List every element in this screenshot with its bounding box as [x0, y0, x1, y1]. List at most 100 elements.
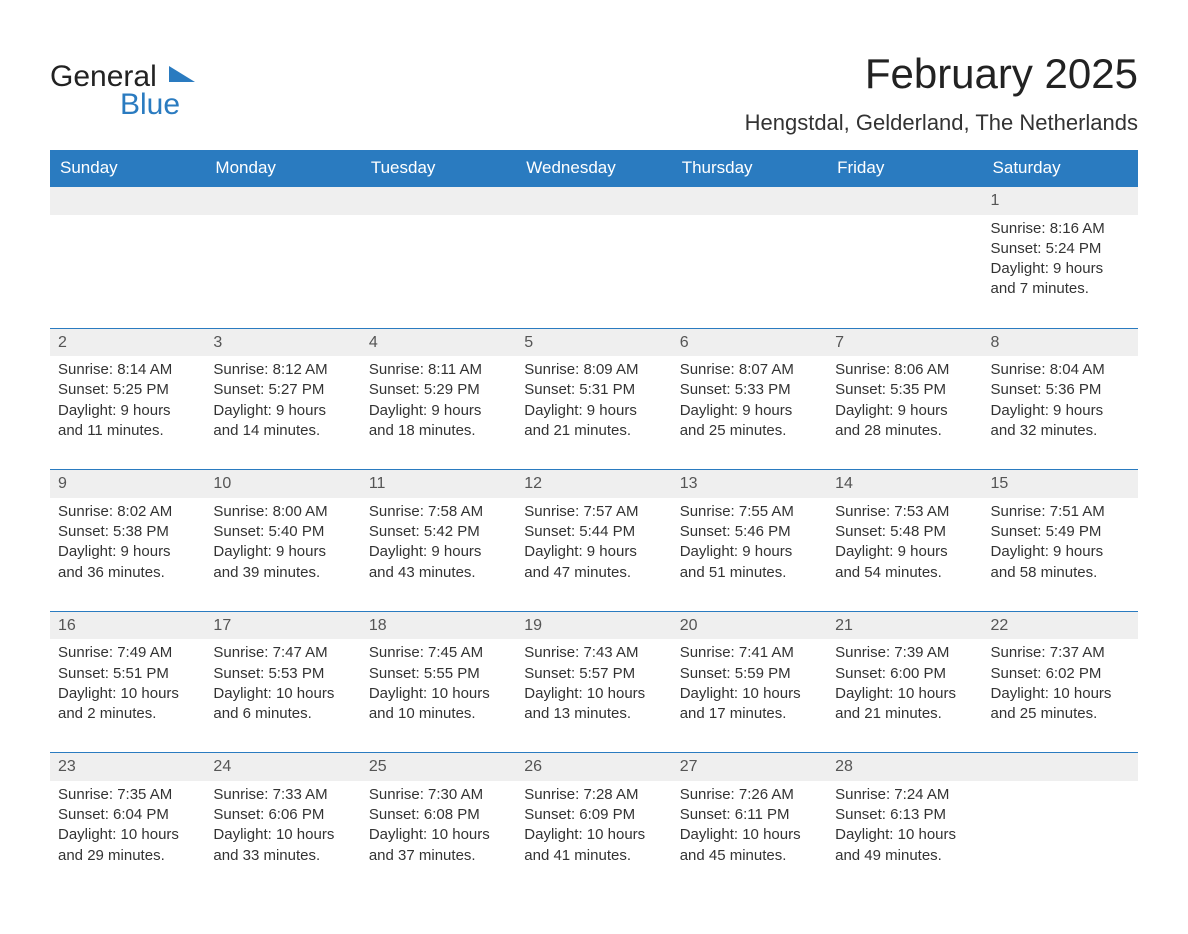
day-number: 14: [827, 469, 982, 498]
day-header: Thursday: [672, 150, 827, 186]
week-daynum-row: 16171819202122: [50, 611, 1138, 640]
day-content: Sunrise: 7:41 AMSunset: 5:59 PMDaylight:…: [680, 639, 819, 724]
daylight-line: Daylight: 9 hours and 43 minutes.: [369, 542, 508, 583]
day-cell: Sunrise: 7:41 AMSunset: 5:59 PMDaylight:…: [672, 639, 827, 752]
sunset-line: Sunset: 5:29 PM: [369, 380, 508, 400]
day-number-cell: [361, 186, 516, 215]
sunrise-line: Sunrise: 8:07 AM: [680, 360, 819, 380]
day-number-cell: 24: [205, 752, 360, 781]
day-cell: Sunrise: 7:35 AMSunset: 6:04 PMDaylight:…: [50, 781, 205, 894]
calendar-page: General Blue February 2025 Hengstdal, Ge…: [0, 0, 1188, 934]
day-number-cell: 21: [827, 611, 982, 640]
day-number-cell: 2: [50, 328, 205, 357]
sunset-line: Sunset: 6:04 PM: [58, 805, 197, 825]
sunrise-line: Sunrise: 7:35 AM: [58, 785, 197, 805]
sunrise-line: Sunrise: 7:49 AM: [58, 643, 197, 663]
day-cell: Sunrise: 8:07 AMSunset: 5:33 PMDaylight:…: [672, 356, 827, 469]
sunrise-line: Sunrise: 7:24 AM: [835, 785, 974, 805]
sunset-line: Sunset: 6:02 PM: [991, 664, 1130, 684]
sunrise-line: Sunrise: 7:41 AM: [680, 643, 819, 663]
sunrise-line: Sunrise: 8:12 AM: [213, 360, 352, 380]
day-number: 21: [827, 611, 982, 640]
day-number-cell: 19: [516, 611, 671, 640]
day-cell: [516, 215, 671, 328]
day-content: Sunrise: 7:33 AMSunset: 6:06 PMDaylight:…: [213, 781, 352, 866]
day-cell: Sunrise: 8:12 AMSunset: 5:27 PMDaylight:…: [205, 356, 360, 469]
daylight-line: Daylight: 9 hours and 18 minutes.: [369, 401, 508, 442]
sunset-line: Sunset: 6:13 PM: [835, 805, 974, 825]
daylight-line: Daylight: 9 hours and 54 minutes.: [835, 542, 974, 583]
day-number-cell: [50, 186, 205, 215]
day-content: Sunrise: 7:26 AMSunset: 6:11 PMDaylight:…: [680, 781, 819, 866]
daylight-line: Daylight: 10 hours and 6 minutes.: [213, 684, 352, 725]
daylight-line: Daylight: 10 hours and 2 minutes.: [58, 684, 197, 725]
sunset-line: Sunset: 5:36 PM: [991, 380, 1130, 400]
day-number-cell: [983, 752, 1138, 781]
sunset-line: Sunset: 6:11 PM: [680, 805, 819, 825]
day-number-cell: [516, 186, 671, 215]
day-number-cell: 15: [983, 469, 1138, 498]
sunrise-line: Sunrise: 8:09 AM: [524, 360, 663, 380]
day-cell: Sunrise: 7:47 AMSunset: 5:53 PMDaylight:…: [205, 639, 360, 752]
day-number-cell: 16: [50, 611, 205, 640]
sunrise-line: Sunrise: 7:51 AM: [991, 502, 1130, 522]
day-cell: Sunrise: 7:57 AMSunset: 5:44 PMDaylight:…: [516, 498, 671, 611]
daylight-line: Daylight: 9 hours and 14 minutes.: [213, 401, 352, 442]
sunset-line: Sunset: 5:59 PM: [680, 664, 819, 684]
day-cell: Sunrise: 7:28 AMSunset: 6:09 PMDaylight:…: [516, 781, 671, 894]
calendar-body: 1Sunrise: 8:16 AMSunset: 5:24 PMDaylight…: [50, 186, 1138, 894]
day-header-row: SundayMondayTuesdayWednesdayThursdayFrid…: [50, 150, 1138, 186]
day-cell: [983, 781, 1138, 894]
day-number: 7: [827, 328, 982, 357]
day-number: 2: [50, 328, 205, 357]
day-number-cell: 8: [983, 328, 1138, 357]
day-cell: Sunrise: 8:02 AMSunset: 5:38 PMDaylight:…: [50, 498, 205, 611]
day-number: [50, 186, 205, 215]
sunrise-line: Sunrise: 8:16 AM: [991, 219, 1130, 239]
daylight-line: Daylight: 10 hours and 29 minutes.: [58, 825, 197, 866]
day-number: 18: [361, 611, 516, 640]
calendar-head: SundayMondayTuesdayWednesdayThursdayFrid…: [50, 150, 1138, 186]
day-number-cell: [672, 186, 827, 215]
sunrise-line: Sunrise: 8:02 AM: [58, 502, 197, 522]
day-number: 8: [983, 328, 1138, 357]
day-number: [983, 752, 1138, 781]
week-content-row: Sunrise: 8:16 AMSunset: 5:24 PMDaylight:…: [50, 215, 1138, 328]
day-number: 10: [205, 469, 360, 498]
day-number-cell: 11: [361, 469, 516, 498]
sunrise-line: Sunrise: 7:39 AM: [835, 643, 974, 663]
day-number-cell: 22: [983, 611, 1138, 640]
day-cell: [205, 215, 360, 328]
day-content: Sunrise: 7:35 AMSunset: 6:04 PMDaylight:…: [58, 781, 197, 866]
day-cell: Sunrise: 7:26 AMSunset: 6:11 PMDaylight:…: [672, 781, 827, 894]
day-number: 22: [983, 611, 1138, 640]
day-cell: [672, 215, 827, 328]
daylight-line: Daylight: 9 hours and 25 minutes.: [680, 401, 819, 442]
page-header: General Blue February 2025 Hengstdal, Ge…: [50, 50, 1138, 136]
day-number: 4: [361, 328, 516, 357]
day-content: Sunrise: 7:47 AMSunset: 5:53 PMDaylight:…: [213, 639, 352, 724]
day-content: Sunrise: 7:55 AMSunset: 5:46 PMDaylight:…: [680, 498, 819, 583]
day-content: Sunrise: 8:09 AMSunset: 5:31 PMDaylight:…: [524, 356, 663, 441]
sunrise-line: Sunrise: 7:26 AM: [680, 785, 819, 805]
sunset-line: Sunset: 5:25 PM: [58, 380, 197, 400]
week-daynum-row: 2345678: [50, 328, 1138, 357]
sunset-line: Sunset: 6:06 PM: [213, 805, 352, 825]
day-cell: Sunrise: 8:04 AMSunset: 5:36 PMDaylight:…: [983, 356, 1138, 469]
sunset-line: Sunset: 5:46 PM: [680, 522, 819, 542]
day-number: 25: [361, 752, 516, 781]
day-number: 5: [516, 328, 671, 357]
day-content: Sunrise: 7:39 AMSunset: 6:00 PMDaylight:…: [835, 639, 974, 724]
day-number-cell: 3: [205, 328, 360, 357]
day-cell: Sunrise: 7:33 AMSunset: 6:06 PMDaylight:…: [205, 781, 360, 894]
day-number-cell: 13: [672, 469, 827, 498]
day-number-cell: 27: [672, 752, 827, 781]
daylight-line: Daylight: 10 hours and 33 minutes.: [213, 825, 352, 866]
daylight-line: Daylight: 10 hours and 37 minutes.: [369, 825, 508, 866]
sunrise-line: Sunrise: 7:53 AM: [835, 502, 974, 522]
daylight-line: Daylight: 10 hours and 17 minutes.: [680, 684, 819, 725]
week-daynum-row: 232425262728: [50, 752, 1138, 781]
day-number-cell: 4: [361, 328, 516, 357]
day-number-cell: 5: [516, 328, 671, 357]
brand-part2: Blue: [120, 88, 180, 122]
